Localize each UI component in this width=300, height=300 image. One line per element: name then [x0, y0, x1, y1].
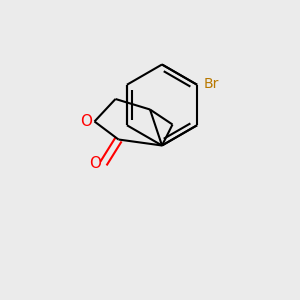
- Text: Br: Br: [204, 77, 219, 91]
- Text: O: O: [89, 156, 101, 171]
- Text: O: O: [80, 114, 92, 129]
